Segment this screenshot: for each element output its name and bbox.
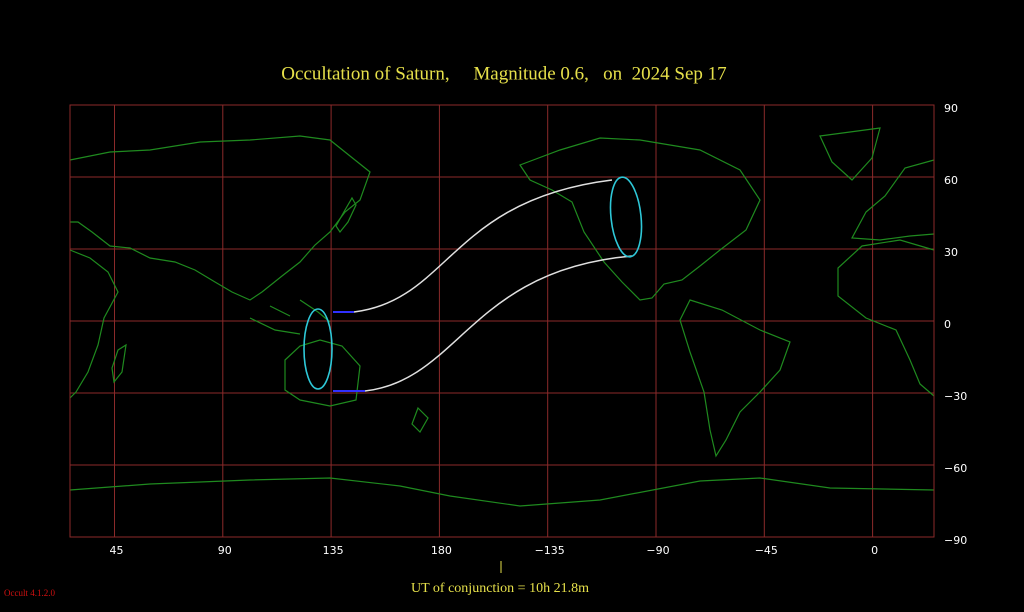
version: Occult 4.1.2.0 [4,588,55,598]
new-zealand [411,406,429,433]
africa-west [837,239,935,397]
north-america [519,137,761,301]
north-limit [353,179,613,313]
africa-east [69,249,119,399]
madagascar [111,343,127,384]
shadow-path [303,176,643,392]
y-tick-label: −60 [944,462,967,475]
japan [335,196,357,234]
greenland [819,127,881,181]
grid [70,105,934,537]
y-tick-label: 60 [944,174,958,187]
conjunction-time: UT of conjunction = 10h 21.8m [411,581,589,596]
x-tick-label: −90 [646,544,669,557]
indonesia [249,299,331,335]
y-tick-label: 0 [944,318,951,331]
x-tick-label: 90 [218,544,232,557]
y-tick-label: 30 [944,246,958,259]
coastlines [69,127,935,507]
asia [69,135,371,301]
australia [284,339,361,407]
south-limit [364,255,633,392]
set-limit [609,176,643,258]
y-tick-label: −30 [944,390,967,403]
map-frame [69,104,935,538]
title: Occultation of Saturn, Magnitude 0.6, on… [281,63,726,84]
x-tick-label: 45 [110,544,124,557]
x-tick-label: −135 [535,544,565,557]
x-tick-label: 135 [323,544,344,557]
rise-limit [303,308,333,390]
south-america [679,299,791,458]
antarctica [69,477,935,507]
y-tick-label: 90 [944,102,958,115]
x-tick-label: 0 [871,544,878,557]
y-tick-label: −90 [944,534,967,547]
x-tick-label: −45 [755,544,778,557]
europe [851,159,935,241]
x-tick-label: 180 [431,544,452,557]
